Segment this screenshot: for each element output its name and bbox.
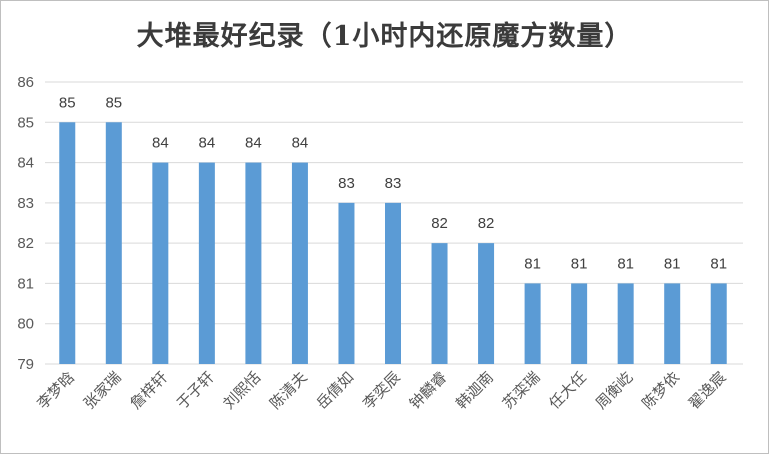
y-tick-label: 85: [17, 114, 34, 131]
x-tick-label: 刘熙恬: [220, 368, 265, 413]
bar: [338, 202, 355, 364]
data-label: 83: [338, 175, 355, 192]
data-label: 84: [245, 135, 262, 152]
data-label: 81: [664, 255, 681, 272]
bar: [105, 122, 122, 365]
bar: [571, 283, 588, 364]
data-label: 84: [152, 135, 169, 152]
bar: [291, 162, 308, 364]
x-tick-label: 周衡屹: [592, 368, 637, 413]
y-tick-label: 81: [17, 275, 34, 292]
x-tick-label: 韩迦南: [452, 368, 497, 413]
y-tick-label: 84: [17, 155, 34, 172]
data-label: 84: [199, 135, 216, 152]
y-tick-label: 82: [17, 235, 34, 252]
x-tick-label: 李梦晗: [34, 368, 79, 413]
x-axis-labels: 李梦晗 张家瑞 詹梓轩 于子轩 刘熙恬 陈清夫 岳倩如 李奕辰 钟麟睿 韩迦南 苏栾瑞 任大任 周衡屹陈…: [34, 368, 730, 413]
bar: [710, 283, 727, 364]
bar: [59, 122, 76, 365]
x-tick-label: 陈梦依: [638, 368, 683, 413]
bar: [431, 243, 448, 364]
data-label: 81: [617, 255, 634, 272]
x-tick-label: 钟麟睿: [406, 368, 451, 413]
x-tick-label: 李奕辰: [359, 368, 404, 413]
y-axis-ticks: 79 80 81 82 83 84 85 86: [17, 74, 34, 373]
x-tick-label: 岳倩如: [313, 368, 358, 413]
chart-title: 大堆最好纪录（1小时内还原魔方数量）: [136, 21, 633, 52]
y-tick-label: 80: [17, 316, 34, 333]
y-tick-label: 79: [17, 356, 34, 373]
bar: [664, 283, 681, 364]
data-label: 82: [478, 215, 495, 232]
bar: [385, 202, 401, 364]
x-tick-label: 张家瑞: [80, 368, 125, 413]
bar: [524, 283, 541, 364]
data-label: 85: [105, 94, 122, 111]
data-label: 85: [59, 94, 76, 111]
bars: [59, 122, 727, 365]
bar: [617, 283, 634, 364]
bar: [478, 243, 495, 364]
y-tick-label: 86: [17, 74, 34, 91]
x-tick-label: 任大任: [545, 368, 590, 413]
data-label: 81: [710, 255, 727, 272]
data-label: 84: [292, 135, 309, 152]
data-label: 82: [431, 215, 448, 232]
x-tick-label: 詹梓轩: [127, 368, 172, 413]
bar: [152, 162, 169, 364]
x-tick-label: 苏栾瑞: [499, 368, 544, 413]
bar: [198, 162, 215, 364]
data-label: 81: [571, 255, 588, 272]
x-tick-label: 陈清夫: [266, 368, 311, 413]
data-labels: 85 85 84 84 84 84 83 83 82 82 81 81 81 81 81: [59, 94, 727, 272]
x-tick-label: 于子轩: [173, 368, 218, 413]
bar: [245, 162, 262, 364]
data-label: 81: [524, 255, 541, 272]
data-label: 83: [385, 175, 402, 192]
y-tick-label: 83: [17, 195, 34, 212]
x-tick-label: 翟逸宸: [685, 368, 730, 413]
